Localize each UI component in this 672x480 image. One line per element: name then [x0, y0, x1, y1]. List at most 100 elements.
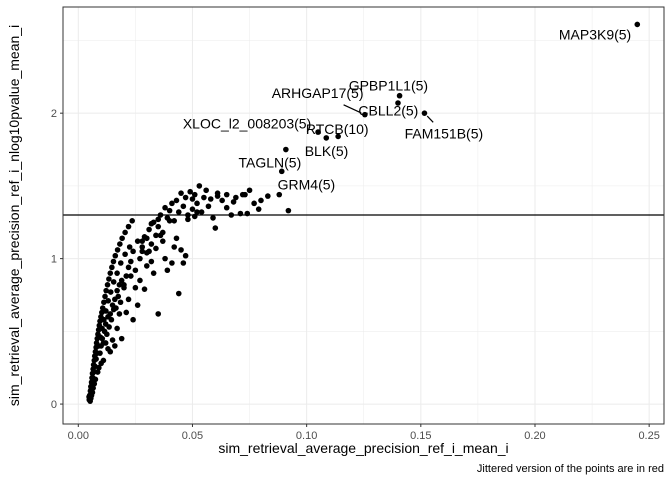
data-point: [258, 197, 264, 204]
data-point: [114, 287, 120, 294]
data-point: [112, 252, 119, 259]
labeled-data-point: [315, 129, 321, 135]
data-point: [144, 235, 150, 242]
x-tick-label: 0.15: [410, 430, 431, 442]
data-point: [155, 216, 162, 223]
data-point: [162, 204, 168, 211]
data-point: [191, 213, 198, 220]
data-point: [139, 248, 146, 255]
data-point: [255, 206, 262, 212]
data-point: [228, 212, 235, 218]
data-point: [182, 194, 189, 201]
data-point: [148, 220, 155, 227]
data-point: [116, 282, 123, 288]
data-point: [102, 293, 108, 300]
data-point: [105, 346, 111, 352]
data-point: [251, 200, 257, 207]
data-point: [102, 340, 109, 346]
data-point: [285, 207, 292, 214]
data-point: [94, 369, 101, 375]
data-point: [118, 277, 125, 284]
data-point: [139, 244, 146, 250]
point-label: BLK(5): [305, 143, 349, 159]
data-point: [99, 335, 106, 342]
data-point: [119, 235, 125, 242]
data-point: [132, 284, 139, 291]
point-label: FAM151B(5): [405, 126, 484, 142]
labeled-data-point: [395, 100, 401, 106]
data-point: [169, 260, 175, 266]
data-point: [104, 331, 110, 338]
labeled-data-point: [421, 110, 428, 116]
data-point: [155, 223, 162, 230]
labeled-data-point: [283, 146, 289, 153]
label-connector: [343, 104, 362, 114]
point-labels: MAP3K9(5) GPBP1L1(5)ARHGAP17(5)CBLL2(5) FA…: [183, 27, 631, 193]
data-point: [125, 296, 132, 303]
data-point: [230, 199, 237, 205]
x-axis-title: sim_retrieval_average_precision_ref_i_me…: [218, 440, 508, 456]
data-point: [139, 238, 146, 244]
data-point: [166, 218, 173, 224]
data-point: [212, 225, 219, 231]
data-point: [185, 212, 191, 218]
data-point: [180, 260, 187, 266]
data-point: [130, 248, 136, 255]
labeled-data-point: [278, 168, 285, 175]
label-segments: [343, 104, 434, 123]
data-point: [91, 369, 97, 375]
data-point: [210, 215, 216, 221]
data-point: [203, 187, 209, 194]
caption: Jittered version of the points are in re…: [477, 463, 664, 475]
data-point: [116, 311, 123, 317]
data-point: [90, 385, 96, 391]
x-axis-ticks: 0.00 0.05 0.10 0.15 0.20 0.25: [68, 424, 660, 442]
data-point: [122, 251, 128, 258]
data-point: [207, 196, 214, 202]
data-point: [233, 194, 239, 201]
data-point: [201, 194, 207, 201]
point-label: TAGLN(5): [239, 155, 302, 171]
data-point: [189, 196, 196, 202]
x-tick-label: 0.00: [68, 430, 89, 442]
data-point: [118, 335, 125, 342]
data-point: [173, 235, 180, 242]
data-point: [244, 210, 251, 217]
data-point: [108, 316, 115, 323]
x-tick-label: 0.25: [638, 430, 659, 442]
data-point: [175, 209, 182, 215]
data-point: [146, 226, 152, 233]
labeled-data-point: [323, 135, 330, 141]
data-point: [125, 223, 132, 230]
data-point: [126, 244, 133, 250]
x-tick-label: 0.05: [182, 430, 203, 442]
y-axis-ticks: 0 1 2: [51, 108, 63, 411]
data-point: [171, 244, 178, 250]
data-point: [276, 191, 283, 198]
data-point: [223, 204, 230, 211]
plot-border: [62, 6, 665, 425]
data-point: [146, 248, 152, 255]
data-point: [189, 206, 196, 212]
data-point: [178, 190, 184, 196]
data-point: [98, 360, 104, 367]
data-point: [175, 290, 182, 297]
data-point: [128, 258, 134, 265]
y-tick-label: 2: [51, 108, 57, 120]
data-point: [157, 212, 164, 218]
label-connector: [426, 115, 434, 123]
x-tick-label: 0.10: [296, 430, 317, 442]
labeled-data-point: [362, 111, 368, 118]
labeled-data-point: [396, 92, 403, 99]
data-point: [144, 263, 150, 269]
data-point: [101, 299, 107, 306]
data-point: [198, 209, 205, 215]
data-point: [134, 238, 141, 244]
data-point: [115, 293, 122, 300]
data-point: [219, 197, 225, 204]
data-point: [194, 209, 200, 215]
data-point: [109, 264, 115, 271]
data-point: [110, 258, 117, 265]
